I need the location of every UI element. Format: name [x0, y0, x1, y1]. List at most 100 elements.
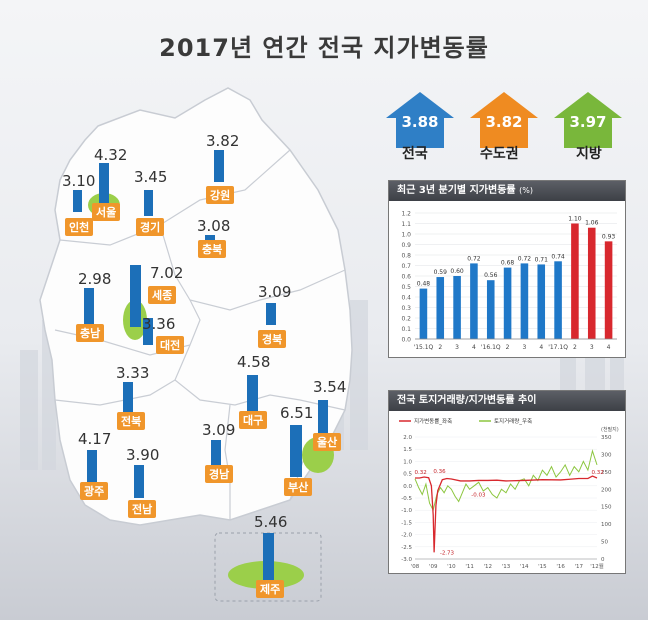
map-bar-jeonbuk: [123, 382, 133, 412]
annotation-label: 0.36: [433, 469, 446, 475]
x-tick-label: 2: [506, 344, 510, 351]
x-tick-label: '12월: [590, 562, 604, 570]
x-tick-label: '16.1Q: [481, 344, 501, 351]
x-tick-label: 4: [607, 344, 611, 351]
annotation-label: -0.03: [471, 493, 486, 499]
y-tick-label: 0.6: [401, 274, 411, 281]
annotation-label: 0.32: [592, 470, 604, 476]
region-value: 3.36: [142, 315, 176, 333]
y-right-tick-label: 250: [601, 470, 612, 476]
x-tick-label: '10: [447, 564, 456, 570]
y-left-tick-label: -2.0: [401, 533, 412, 539]
bar: [537, 264, 546, 339]
bar: [604, 241, 613, 339]
map-bar-ulsan: [318, 400, 328, 435]
region-value: 4.17: [78, 430, 112, 448]
region-label: 경남: [205, 465, 234, 483]
region-value: 4.32: [94, 146, 128, 164]
x-tick-label: '08: [411, 564, 420, 570]
bar-value-label: 0.74: [551, 253, 565, 260]
region-value: 3.09: [258, 283, 292, 301]
x-tick-label: 2: [438, 344, 442, 351]
y-right-tick-label: 150: [601, 505, 612, 511]
y-left-tick-label: -1.0: [401, 508, 412, 514]
y-left-tick-label: 0.5: [403, 472, 412, 478]
region-value: 6.51: [280, 404, 314, 422]
y-tick-label: 1.0: [401, 232, 411, 239]
bar-value-label: 0.71: [535, 256, 549, 263]
y-right-tick-label: 350: [601, 435, 612, 441]
region-value: 3.33: [116, 364, 150, 382]
region-value: 3.90: [126, 446, 160, 464]
badge-value-capital: 3.82: [485, 113, 523, 131]
bar-value-label: 0.68: [501, 260, 515, 267]
x-tick-label: '14: [520, 564, 529, 570]
region-value: 3.45: [134, 168, 168, 186]
page-title: 2017년 연간 전국 지가변동률: [159, 34, 489, 62]
series-line-rate: [415, 475, 598, 553]
bar: [587, 227, 596, 339]
region-value: 3.82: [206, 132, 240, 150]
region-label: 울산: [313, 433, 342, 451]
x-tick-label: '16: [556, 564, 565, 570]
region-label: 대전: [156, 336, 185, 354]
quarterly-bar-chart: 0.0 0.1 0.2 0.3 0.4 0.5 0.6 0.7 0.8 0.9 1.0 1.1 1.2 0…: [401, 211, 617, 351]
x-tick-label: 4: [472, 344, 476, 351]
right-axis-unit: (천필지): [601, 426, 619, 433]
map-bar-gyeongbuk: [266, 303, 276, 325]
x-tick-label: '17: [575, 564, 584, 570]
region-value: 3.10: [62, 172, 96, 190]
map-bar-gyeonggi: [144, 190, 153, 216]
region-value: 2.98: [78, 270, 112, 288]
y-left-tick-label: 1.5: [403, 447, 412, 453]
quarterly-chart-panel: 최근 3년 분기별 지가변동률 (%) 0.0 0.1 0.2 0.3 0.4 0.5 0.…: [388, 180, 626, 358]
y-tick-label: 0.2: [401, 316, 411, 323]
region-label: 경기: [136, 218, 165, 236]
region-label: 전북: [117, 412, 146, 430]
badge-house-capital: [470, 92, 538, 148]
map-bar-daejeon: [143, 318, 153, 345]
bar-value-label: 0.72: [467, 255, 481, 262]
y-left-tick-label: 0.0: [403, 484, 412, 490]
series-line-volume: [414, 449, 598, 512]
trend-line-chart: 지가변동률_좌축 토지거래량_우축 (천필지) 2.0 1.5 1.0 0.5 0.0 -0.5…: [399, 417, 619, 570]
map-bar-gangwon: [214, 150, 224, 182]
bar-value-label: 0.48: [417, 281, 431, 288]
y-tick-label: 0.8: [401, 253, 411, 260]
x-tick-label: 4: [539, 344, 543, 351]
bar: [453, 276, 461, 339]
x-tick-label: '15.1Q: [414, 344, 434, 351]
region-label: 대구: [239, 411, 268, 429]
region-label: 세종: [148, 286, 177, 304]
y-tick-label: 1.2: [401, 211, 411, 218]
quarterly-chart-title: 최근 3년 분기별 지가변동률 (%): [389, 181, 625, 201]
x-tick-label: '11: [465, 564, 474, 570]
region-value: 3.09: [202, 421, 236, 439]
region-value: 5.46: [254, 513, 288, 531]
region-label: 강원: [206, 186, 235, 204]
x-tick-label: 3: [523, 344, 527, 351]
map-bar-jeonnam: [134, 465, 144, 498]
bar-value-label: 0.56: [484, 272, 498, 279]
y-tick-label: 1.1: [401, 221, 411, 228]
annotation-label: -2.73: [440, 550, 455, 556]
region-value: 7.02: [150, 264, 184, 282]
bar: [436, 277, 445, 339]
map-bar-chungnam: [84, 288, 94, 328]
map-bar-daegu: [247, 375, 258, 413]
badge-label-local: 지방: [576, 146, 602, 162]
region-label: 인천: [65, 218, 94, 236]
x-tick-label: 3: [590, 344, 594, 351]
legend-label: 지가변동률_좌축: [414, 417, 452, 425]
map-bar-incheon: [73, 190, 82, 212]
y-left-tick-label: -2.5: [401, 545, 412, 551]
region-label: 경북: [258, 330, 287, 348]
y-tick-label: 0.4: [401, 295, 411, 302]
x-tick-label: '15: [538, 564, 547, 570]
region-label: 부산: [284, 478, 313, 496]
region-label: 광주: [80, 482, 109, 500]
bar: [571, 223, 579, 339]
x-tick-label: 2: [573, 344, 577, 351]
region-label: 충남: [76, 324, 105, 342]
bar: [554, 261, 562, 339]
